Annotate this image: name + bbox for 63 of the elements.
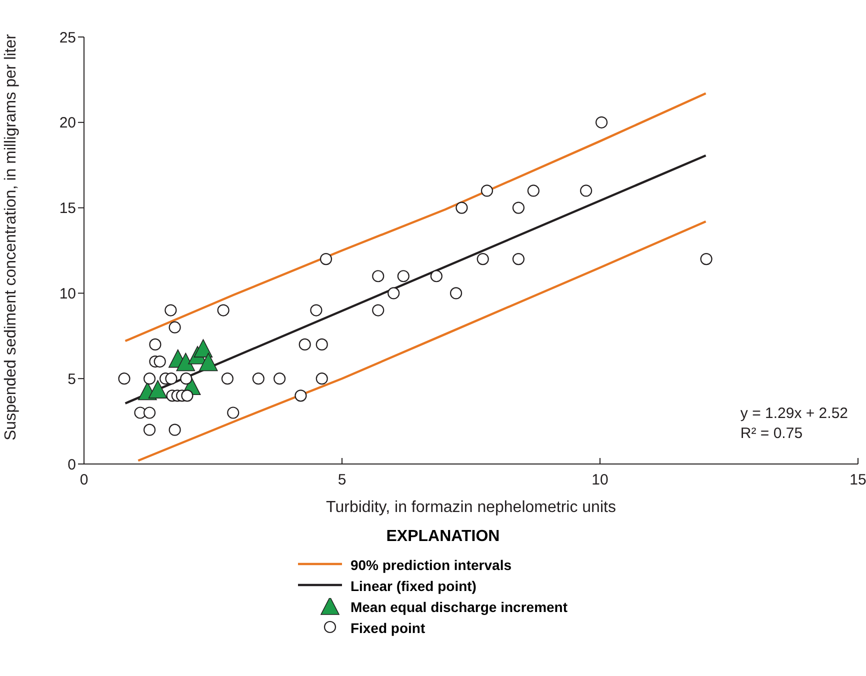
point <box>512 252 525 266</box>
point <box>298 338 311 350</box>
point <box>476 252 489 266</box>
point <box>456 202 468 214</box>
point <box>274 372 286 385</box>
y-tick-label: 0 <box>68 456 76 474</box>
point <box>217 304 230 316</box>
point <box>148 380 168 398</box>
point <box>168 424 181 436</box>
point <box>143 372 156 385</box>
x-tick-label: 5 <box>338 472 346 489</box>
point <box>316 372 328 385</box>
point <box>527 184 540 197</box>
point <box>310 304 322 316</box>
point <box>194 339 213 358</box>
point <box>168 321 181 334</box>
point <box>143 424 156 436</box>
point <box>252 372 264 385</box>
point <box>316 338 328 350</box>
point <box>372 304 384 316</box>
y-tick-label: 15 <box>59 200 76 218</box>
point <box>154 355 166 368</box>
point <box>165 372 178 385</box>
point <box>372 270 384 282</box>
y-tick-label: 10 <box>59 286 76 303</box>
x-tick-label: 10 <box>592 472 608 489</box>
point <box>388 287 400 300</box>
annotation: R² = 0.75 <box>740 424 804 444</box>
point <box>512 202 525 214</box>
point <box>164 304 177 316</box>
x-tick-label: 15 <box>850 472 866 489</box>
point <box>480 184 494 197</box>
point <box>143 406 156 419</box>
y-tick-label: 5 <box>68 370 76 388</box>
point <box>180 372 192 385</box>
point <box>227 406 240 419</box>
point <box>294 390 307 402</box>
legend-label: Mean equal discharge increment <box>350 598 568 614</box>
y-tick-label: 25 <box>59 29 76 46</box>
point <box>320 252 332 266</box>
y-tick-label: 20 <box>59 114 76 132</box>
point <box>198 352 218 372</box>
legend-label: Fixed point <box>350 620 426 636</box>
point <box>430 270 442 282</box>
point <box>176 352 196 372</box>
annotation: y = 1.29x + 2.52 <box>740 404 848 424</box>
point <box>397 270 410 282</box>
line-series <box>137 220 707 462</box>
point <box>118 372 130 385</box>
point <box>149 338 162 350</box>
legend-title: EXPLANATION <box>386 528 500 546</box>
x-tick-label: 0 <box>80 472 88 489</box>
point <box>596 116 608 128</box>
point <box>580 184 592 197</box>
point <box>181 390 194 402</box>
legend-label: Linear (fixed point) <box>350 578 476 594</box>
point <box>221 372 234 385</box>
line-series <box>124 92 707 342</box>
legend-label: 90% prediction intervals <box>350 556 512 572</box>
x-axis-title: Turbidity, in formazin nephelometric units <box>326 499 616 516</box>
y-axis-title: Suspended sediment concentration, in milligrams per liter <box>2 33 20 440</box>
point <box>450 287 462 300</box>
point <box>700 252 712 266</box>
